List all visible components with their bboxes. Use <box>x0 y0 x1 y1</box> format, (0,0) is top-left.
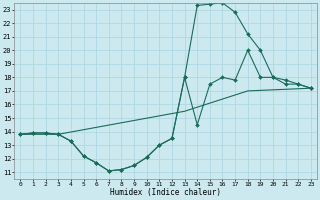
X-axis label: Humidex (Indice chaleur): Humidex (Indice chaleur) <box>110 188 221 197</box>
